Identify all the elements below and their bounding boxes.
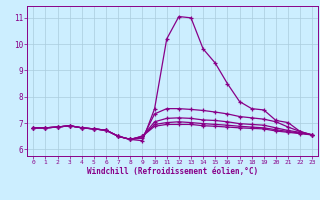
X-axis label: Windchill (Refroidissement éolien,°C): Windchill (Refroidissement éolien,°C) bbox=[87, 167, 258, 176]
